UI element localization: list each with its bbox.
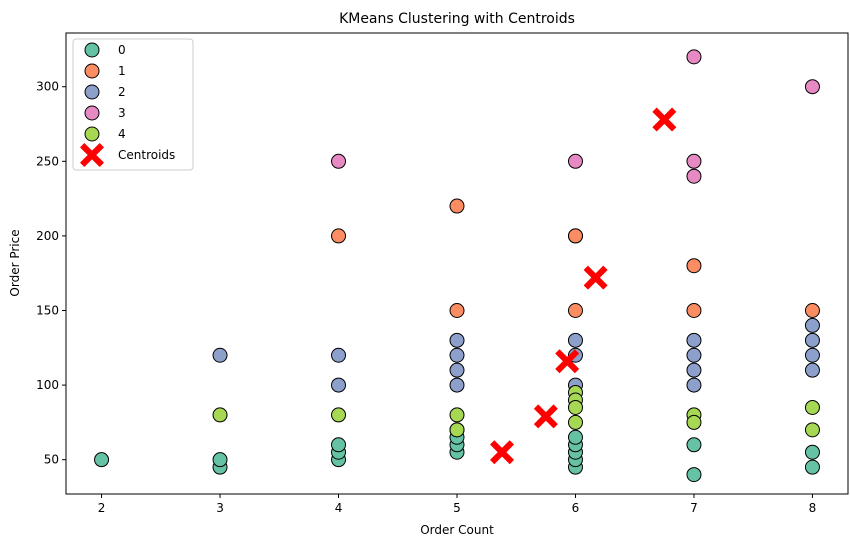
x-tick-label: 6: [572, 501, 580, 515]
cluster-2-point: [804, 347, 820, 363]
points-layer: [94, 49, 820, 483]
cluster-2-point: [686, 347, 702, 363]
cluster-0-point: [686, 437, 702, 453]
cluster-1-point: [449, 302, 465, 318]
cluster-2-point: [804, 362, 820, 378]
cluster-2-point: [212, 347, 228, 363]
legend-marker-2: [84, 84, 100, 100]
centroid-marker: [533, 404, 558, 429]
legend-marker-1: [84, 63, 100, 79]
cluster-0-point: [212, 452, 228, 468]
cluster-3-point: [804, 79, 820, 95]
x-axis-label: Order Count: [420, 523, 494, 537]
cluster-4-point: [212, 407, 228, 423]
cluster-4-point: [804, 422, 820, 438]
y-tick-label: 50: [44, 453, 59, 467]
cluster-0-point: [804, 459, 820, 475]
cluster-2-point: [331, 377, 347, 393]
cluster-3-point: [686, 153, 702, 169]
cluster-2-point: [449, 362, 465, 378]
legend-label-2: 2: [118, 85, 126, 99]
y-axis-label: Order Price: [8, 229, 22, 296]
y-tick-label: 200: [36, 229, 59, 243]
legend-marker-3: [84, 105, 100, 121]
cluster-4-point: [567, 414, 583, 430]
x-tick-label: 4: [335, 501, 343, 515]
y-axis: 50 100 150 200 250 300: [36, 80, 66, 467]
centroid-marker: [652, 107, 677, 132]
cluster-2-point: [804, 332, 820, 348]
y-tick-label: 250: [36, 154, 59, 168]
x-tick-label: 8: [809, 501, 817, 515]
legend-label-1: 1: [118, 64, 126, 78]
cluster-4-point: [449, 407, 465, 423]
legend: 0 1 2 3 4 Centroids: [72, 38, 194, 171]
cluster-1-point: [686, 302, 702, 318]
cluster-1-point: [449, 198, 465, 214]
cluster-2-point: [686, 332, 702, 348]
legend-label-4: 4: [118, 127, 126, 141]
x-tick-label: 5: [453, 501, 461, 515]
cluster-1-point: [567, 228, 583, 244]
cluster-1-point: [804, 302, 820, 318]
cluster-1-point: [686, 258, 702, 274]
x-tick-label: 7: [690, 501, 698, 515]
cluster-3-point: [686, 49, 702, 65]
cluster-2-point: [686, 377, 702, 393]
legend-centroid-marker: [80, 143, 104, 167]
cluster-3-point: [686, 168, 702, 184]
cluster-4-point: [567, 399, 583, 415]
cluster-2-point: [567, 332, 583, 348]
cluster-2-point: [686, 362, 702, 378]
chart-title: KMeans Clustering with Centroids: [339, 11, 575, 27]
centroid-marker: [583, 265, 608, 290]
cluster-4-point: [449, 422, 465, 438]
legend-marker-0: [84, 42, 100, 58]
cluster-3-point: [567, 153, 583, 169]
legend-box: [72, 38, 194, 171]
centroids-layer: [490, 107, 677, 465]
legend-label-3: 3: [118, 106, 126, 120]
legend-marker-4: [84, 126, 100, 142]
legend-label-Centroids: Centroids: [118, 148, 175, 162]
centroid-marker: [555, 349, 580, 374]
cluster-4-point: [686, 414, 702, 430]
cluster-4-point: [331, 407, 347, 423]
cluster-1-point: [331, 228, 347, 244]
y-tick-label: 300: [36, 80, 59, 94]
cluster-1-point: [567, 302, 583, 318]
y-tick-label: 150: [36, 303, 59, 317]
cluster-2-point: [449, 377, 465, 393]
cluster-0-point: [567, 429, 583, 445]
cluster-2-point: [804, 317, 820, 333]
legend-label-0: 0: [118, 43, 126, 57]
cluster-3-point: [331, 153, 347, 169]
cluster-0-point: [686, 467, 702, 483]
centroid-marker: [490, 440, 515, 465]
cluster-0-point: [804, 444, 820, 460]
cluster-2-point: [449, 347, 465, 363]
cluster-0-point: [94, 452, 110, 468]
x-axis: 2 3 4 5 6 7 8: [98, 494, 817, 515]
cluster-2-point: [331, 347, 347, 363]
cluster-4-point: [804, 399, 820, 415]
x-tick-label: 2: [98, 501, 106, 515]
cluster-0-point: [331, 437, 347, 453]
y-tick-label: 100: [36, 378, 59, 392]
x-tick-label: 3: [216, 501, 224, 515]
cluster-2-point: [449, 332, 465, 348]
